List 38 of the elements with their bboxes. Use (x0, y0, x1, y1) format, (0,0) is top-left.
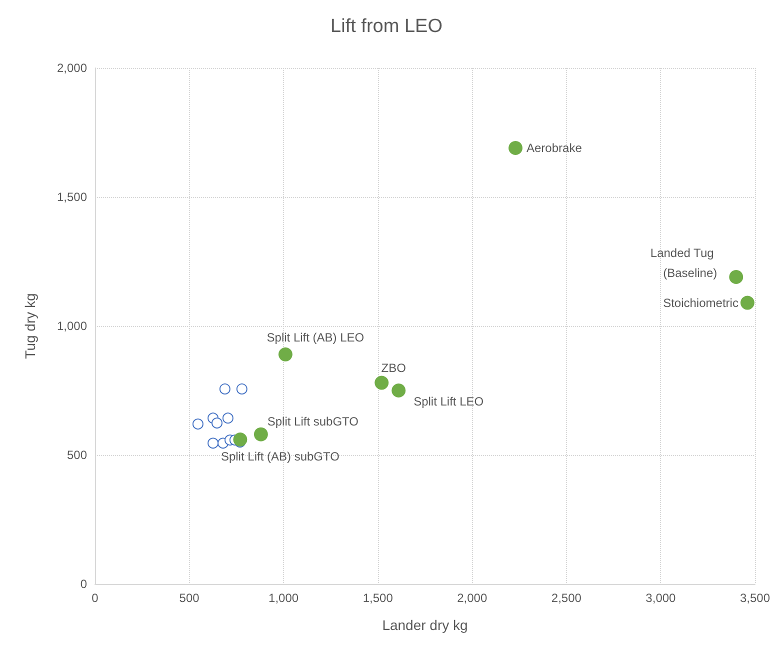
x-tick-label: 0 (92, 591, 99, 605)
point (740, 296, 754, 310)
point (219, 383, 230, 394)
point (508, 140, 523, 155)
annotation: Split Lift LEO (414, 394, 484, 408)
point (208, 438, 219, 449)
annotation: Split Lift subGTO (267, 414, 359, 428)
x-tick-label: 2,500 (551, 591, 582, 605)
point (212, 418, 223, 429)
x-tick-label: 3,000 (646, 591, 676, 605)
y-tick-label: 1,500 (56, 190, 88, 204)
point (278, 347, 292, 362)
point (729, 270, 744, 284)
x-tick-label: 2,000 (457, 591, 488, 605)
point (254, 427, 268, 442)
point (392, 384, 406, 398)
annotation: Split Lift (AB) subGTO (220, 450, 340, 464)
annotation: ZBO (381, 360, 406, 375)
x-tick-label: 1,000 (268, 591, 299, 605)
point (222, 412, 234, 424)
annotation: Landed Tug (Baseline) (650, 246, 718, 280)
point (192, 418, 204, 430)
annotation: Split Lift (AB) LEO (266, 330, 364, 344)
point (374, 376, 389, 390)
x-axis-title: Lander dry kg (382, 617, 468, 633)
x-tick-label: 3,500 (740, 591, 770, 605)
point (233, 432, 248, 447)
y-tick-label: 500 (66, 448, 88, 462)
annotation: Stoichiometric (663, 296, 738, 310)
y-axis-title: Tug dry kg (22, 293, 38, 359)
annotation: Aerobrake (526, 140, 582, 155)
chart-title: Lift from LEO (330, 16, 442, 37)
y-tick-label: 1,000 (56, 319, 88, 333)
point (236, 383, 248, 394)
x-tick-label: 1,500 (362, 591, 394, 605)
y-tick-label: 0 (80, 577, 88, 591)
y-tick-label: 2,000 (56, 61, 88, 75)
x-tick-label: 500 (179, 591, 200, 605)
